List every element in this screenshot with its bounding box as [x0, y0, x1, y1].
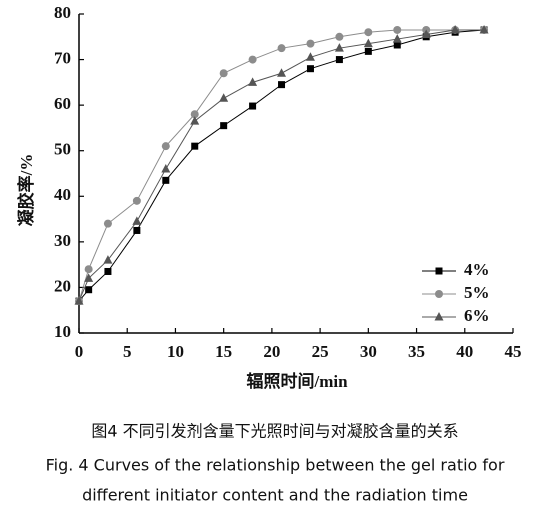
x-tick-label: 30 [360, 342, 377, 361]
marker [479, 24, 489, 34]
marker [132, 216, 142, 225]
marker [191, 142, 199, 150]
marker [363, 38, 373, 48]
marker [306, 65, 314, 73]
legend-label: 6% [464, 306, 490, 325]
marker [103, 255, 113, 264]
marker [305, 52, 315, 61]
y-tick-label: 40 [54, 185, 71, 204]
marker [219, 69, 228, 78]
legend-marker [434, 312, 444, 321]
marker [306, 39, 315, 48]
y-tick-label: 80 [54, 3, 71, 22]
marker [133, 226, 141, 234]
marker [161, 163, 171, 173]
marker [335, 32, 344, 41]
x-tick-label: 5 [123, 342, 132, 361]
marker [364, 47, 372, 55]
marker [84, 273, 94, 282]
caption-en: Fig. 4 Curves of the relationship betwee… [46, 456, 505, 475]
marker [277, 68, 287, 77]
marker [278, 81, 286, 89]
x-axis-label: 辐照时间/min [246, 371, 348, 391]
marker [190, 116, 200, 125]
marker [162, 176, 170, 184]
marker [393, 41, 401, 49]
marker [393, 25, 402, 34]
series-line [78, 29, 485, 302]
x-tick-label: 45 [505, 342, 522, 361]
x-tick-label: 40 [456, 342, 473, 361]
y-axis-label: 凝胶率/% [16, 154, 36, 227]
marker [450, 24, 460, 34]
caption-cn: 图4 不同引发剂含量下光照时间与对凝胶含量的关系 [91, 422, 458, 441]
y-tick-label: 20 [54, 276, 71, 295]
marker [104, 267, 112, 275]
marker [392, 34, 402, 43]
y-tick-label: 70 [54, 48, 71, 67]
marker [219, 93, 229, 102]
marker [84, 265, 93, 274]
marker [335, 56, 343, 64]
marker [364, 28, 373, 37]
y-tick-label: 30 [54, 231, 71, 250]
marker [248, 55, 257, 64]
marker [161, 142, 170, 151]
x-tick-label: 35 [408, 342, 425, 361]
marker [421, 29, 431, 39]
x-tick-label: 15 [215, 342, 232, 361]
x-tick-label: 0 [75, 342, 84, 361]
caption-en: different initiator content and the radi… [82, 486, 468, 505]
legend-marker [435, 290, 443, 298]
marker [220, 122, 228, 130]
marker [277, 44, 286, 53]
series-line [78, 29, 485, 302]
series-line [78, 29, 485, 302]
y-tick-label: 60 [54, 94, 71, 113]
y-tick-label: 10 [54, 322, 71, 341]
y-tick-label: 50 [54, 140, 71, 159]
x-tick-label: 10 [167, 342, 184, 361]
marker [85, 286, 93, 294]
x-tick-label: 25 [312, 342, 329, 361]
marker [103, 219, 112, 228]
legend-label: 4% [464, 260, 490, 279]
marker [334, 43, 344, 52]
marker [249, 102, 257, 110]
legend-label: 5% [464, 283, 490, 302]
x-tick-label: 20 [263, 342, 280, 361]
marker [74, 296, 84, 305]
marker [248, 77, 258, 86]
marker [190, 110, 199, 119]
legend-marker [435, 267, 443, 275]
marker [132, 196, 141, 205]
